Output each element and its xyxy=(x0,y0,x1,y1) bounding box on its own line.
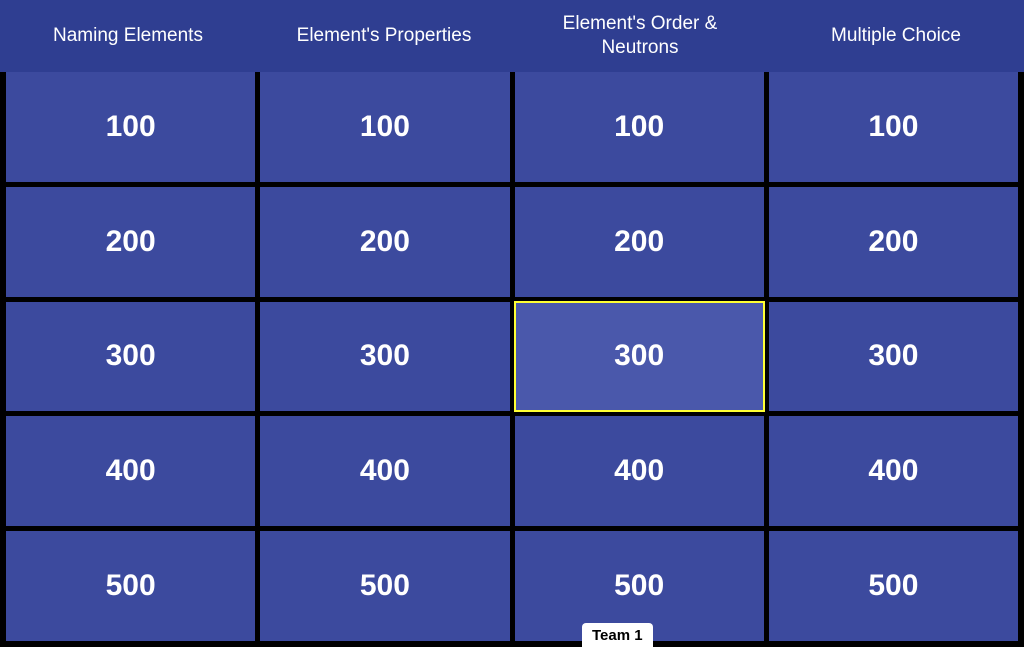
value-row: 100 100 100 100 xyxy=(6,72,1018,182)
category-header: Element's Order & Neutrons xyxy=(512,0,768,72)
value-cell[interactable]: 500 xyxy=(769,531,1018,641)
value-row: 300 300 300 300 xyxy=(6,302,1018,412)
value-cell[interactable]: 400 xyxy=(515,416,764,526)
team-tab[interactable]: Team 1 xyxy=(582,623,653,647)
value-cell[interactable]: 100 xyxy=(515,72,764,182)
value-cell[interactable]: 100 xyxy=(769,72,1018,182)
value-cell[interactable]: 200 xyxy=(6,187,255,297)
category-header: Naming Elements xyxy=(0,0,256,72)
value-cell[interactable]: 400 xyxy=(260,416,509,526)
category-header-row: Naming Elements Element's Properties Ele… xyxy=(0,0,1024,72)
value-cell[interactable]: 100 xyxy=(6,72,255,182)
value-row: 400 400 400 400 xyxy=(6,416,1018,526)
category-header: Multiple Choice xyxy=(768,0,1024,72)
value-cell[interactable]: 100 xyxy=(260,72,509,182)
value-grid: 100 100 100 100 200 200 200 200 300 300 … xyxy=(0,72,1024,647)
value-row: 200 200 200 200 xyxy=(6,187,1018,297)
value-cell[interactable]: 500 xyxy=(260,531,509,641)
value-cell[interactable]: 200 xyxy=(515,187,764,297)
value-row: 500 500 500 500 xyxy=(6,531,1018,641)
value-cell[interactable]: 300 xyxy=(6,302,255,412)
jeopardy-board: Naming Elements Element's Properties Ele… xyxy=(0,0,1024,647)
category-header: Element's Properties xyxy=(256,0,512,72)
value-cell[interactable]: 500 xyxy=(6,531,255,641)
value-cell[interactable]: 200 xyxy=(769,187,1018,297)
value-cell[interactable]: 300 xyxy=(260,302,509,412)
value-cell[interactable]: 400 xyxy=(769,416,1018,526)
value-cell-highlighted[interactable]: 300 xyxy=(515,302,764,412)
value-cell[interactable]: 300 xyxy=(769,302,1018,412)
value-cell[interactable]: 200 xyxy=(260,187,509,297)
value-cell[interactable]: 400 xyxy=(6,416,255,526)
